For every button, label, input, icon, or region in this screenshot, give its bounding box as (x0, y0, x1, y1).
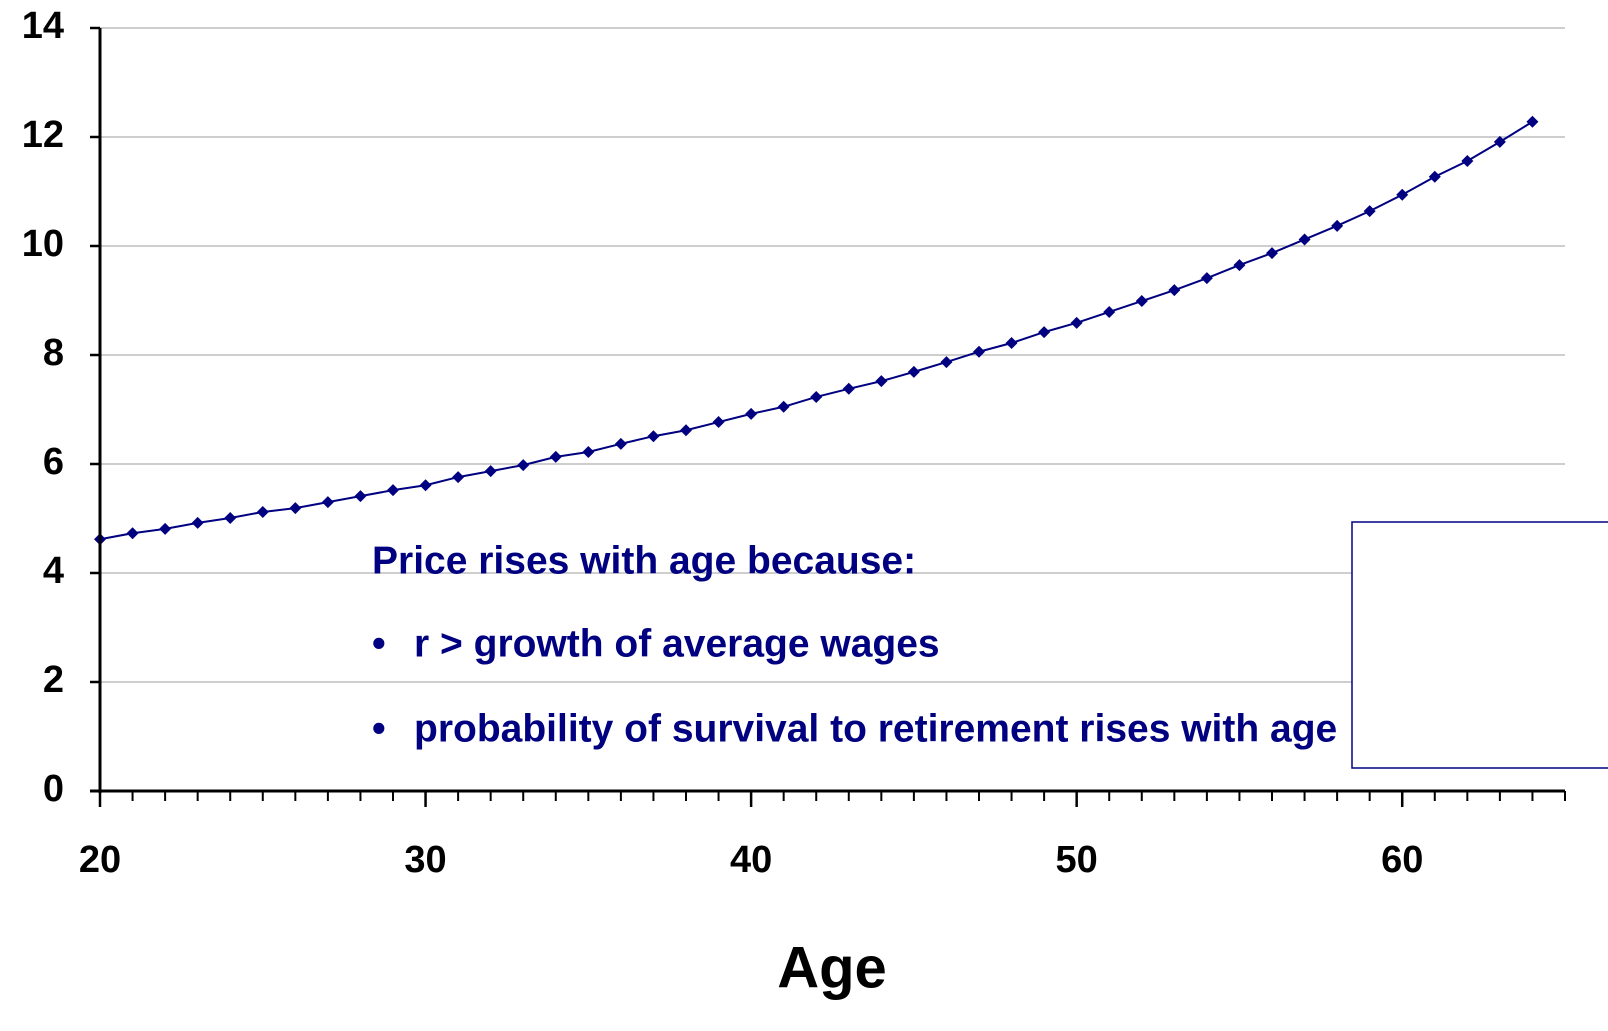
marker (647, 430, 659, 442)
marker (257, 506, 269, 518)
grid (100, 28, 1565, 682)
marker (1103, 306, 1115, 318)
y-tick-label: 0 (43, 768, 64, 810)
marker (713, 416, 725, 428)
marker (192, 517, 204, 529)
marker (810, 391, 822, 403)
annotation-item: probability of survival to retirement ri… (414, 707, 1337, 750)
marker (1071, 317, 1083, 329)
y-tick-label: 12 (22, 114, 64, 156)
marker (582, 446, 594, 458)
marker (1494, 136, 1506, 148)
y-tick-label: 6 (43, 441, 64, 483)
marker (550, 451, 562, 463)
marker (875, 375, 887, 387)
chart: Price rises with age because: • r > grow… (0, 0, 1608, 1031)
bullet: • (372, 622, 386, 665)
marker (778, 401, 790, 413)
marker (452, 471, 464, 483)
marker (1396, 189, 1408, 201)
marker (159, 523, 171, 535)
y-tick-label: 8 (43, 332, 64, 374)
x-axis-label: Age (777, 935, 887, 1000)
x-tick-label: 50 (1056, 839, 1098, 881)
marker (1364, 205, 1376, 217)
marker (517, 459, 529, 471)
marker (1201, 272, 1213, 284)
marker (354, 490, 366, 502)
marker (322, 496, 334, 508)
y-tick-label: 10 (22, 223, 64, 265)
marker (1136, 295, 1148, 307)
marker (1038, 326, 1050, 338)
marker (387, 484, 399, 496)
bullet: • (372, 707, 386, 750)
marker (1299, 233, 1311, 245)
annotation-title: Price rises with age because: (372, 539, 916, 582)
marker (289, 502, 301, 514)
marker (1429, 171, 1441, 183)
marker (680, 424, 692, 436)
marker (1168, 284, 1180, 296)
marker (485, 465, 497, 477)
annotation-box (1352, 522, 1608, 768)
marker (1331, 220, 1343, 232)
marker (420, 479, 432, 491)
x-tick-label: 30 (404, 839, 446, 881)
y-tick-label: 14 (22, 5, 64, 47)
marker (973, 346, 985, 358)
y-tick-label: 4 (43, 550, 64, 592)
marker (1233, 259, 1245, 271)
y-tick-label: 2 (43, 659, 64, 701)
marker (1526, 116, 1538, 128)
marker (224, 512, 236, 524)
x-tick-label: 40 (730, 839, 772, 881)
marker (745, 408, 757, 420)
plot (94, 116, 1538, 545)
marker (615, 438, 627, 450)
marker (1266, 247, 1278, 259)
marker (127, 527, 139, 539)
marker (843, 383, 855, 395)
marker (908, 366, 920, 378)
x-tick-label: 60 (1381, 839, 1423, 881)
annotation-item: r > growth of average wages (414, 622, 940, 665)
marker (1006, 337, 1018, 349)
marker (940, 356, 952, 368)
x-tick-label: 20 (79, 839, 121, 881)
series-line (100, 122, 1532, 539)
marker (1461, 155, 1473, 167)
